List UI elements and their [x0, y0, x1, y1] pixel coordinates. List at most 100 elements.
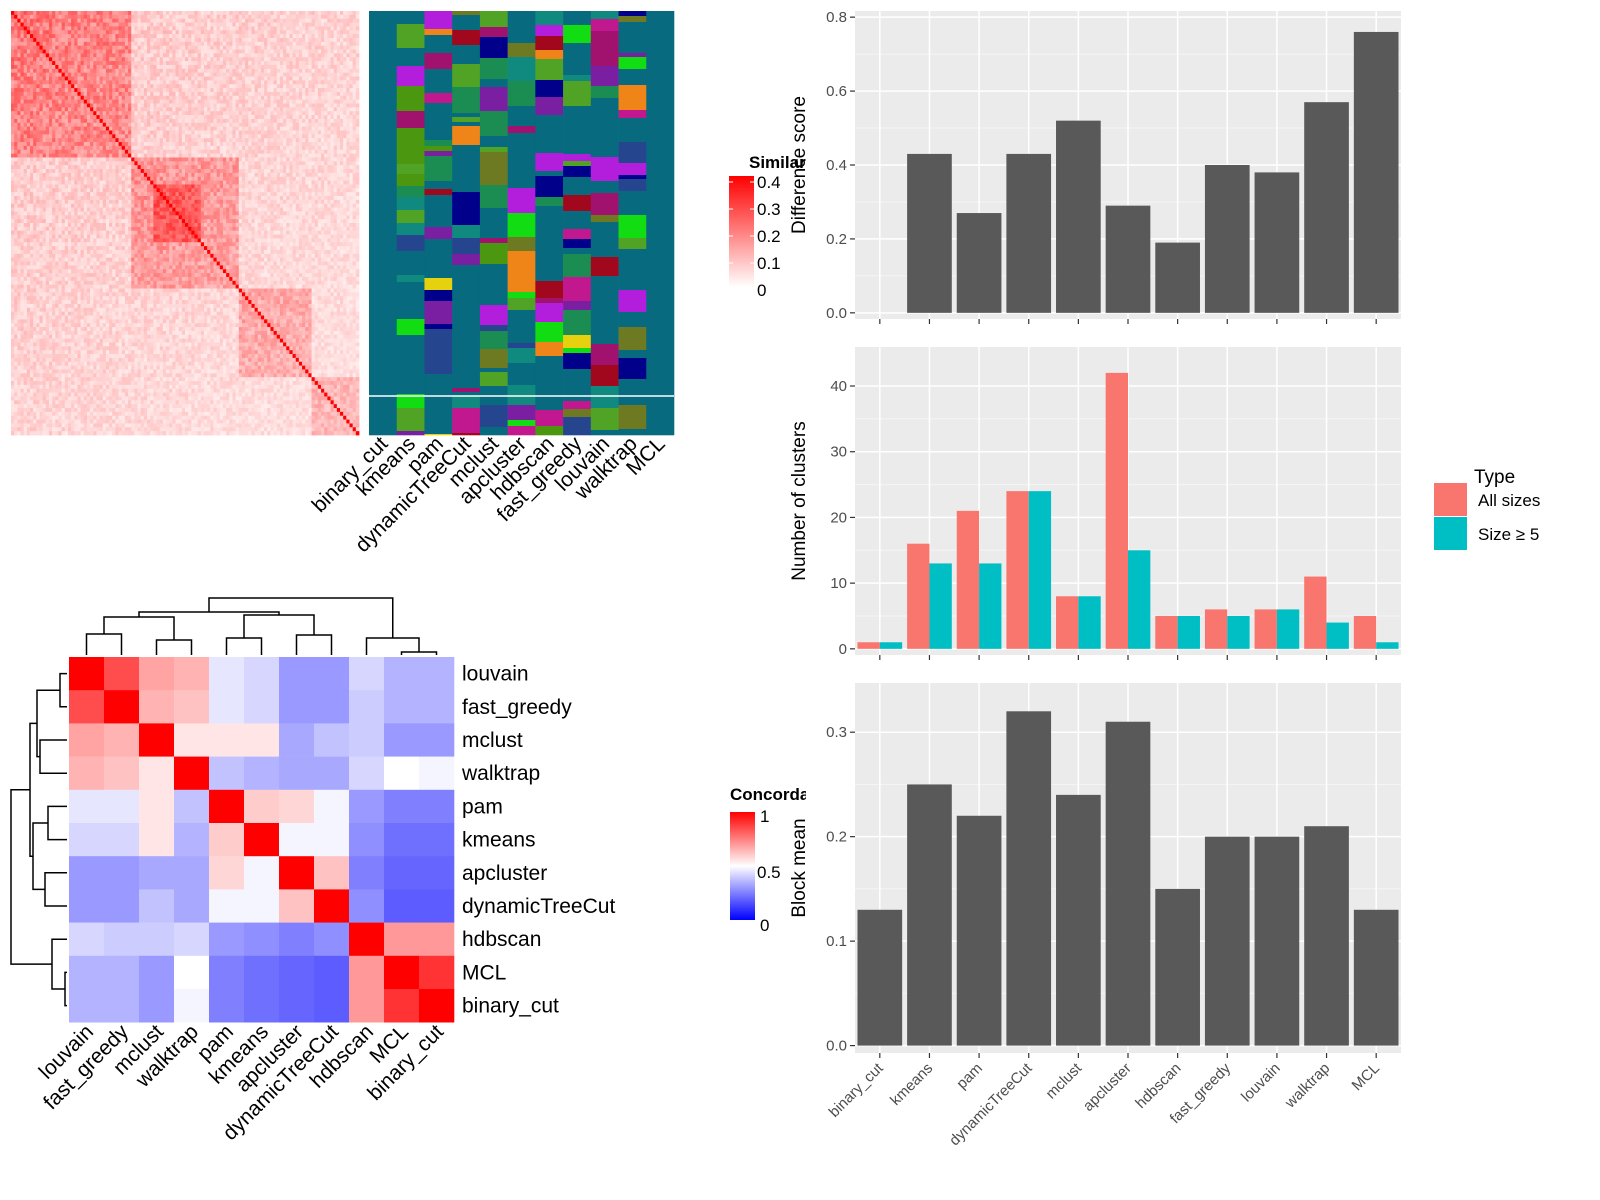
- similarity-cell: [156, 138, 161, 143]
- similarity-cell: [109, 53, 113, 58]
- similarity-cell: [216, 172, 221, 178]
- similarity-cell: [355, 14, 360, 20]
- similarity-cell: [219, 41, 224, 47]
- similarity-cell: [29, 172, 34, 178]
- similarity-cell: [314, 165, 319, 170]
- similarity-cell: [213, 176, 218, 181]
- similarity-cell: [219, 37, 224, 43]
- similarity-cell: [302, 145, 306, 151]
- similarity-cell: [270, 172, 274, 178]
- similarity-cell: [321, 80, 325, 85]
- similarity-cell: [286, 145, 290, 151]
- similarity-cell: [23, 49, 28, 54]
- similarity-cell: [74, 99, 78, 104]
- similarity-cell: [248, 111, 252, 116]
- similarity-cell: [39, 34, 44, 39]
- similarity-cell: [71, 76, 75, 81]
- similarity-cell: [324, 45, 328, 50]
- similarity-cell: [29, 184, 34, 189]
- similarity-cell: [308, 80, 312, 85]
- similarity-cell: [254, 180, 259, 185]
- similarity-cell: [166, 111, 170, 116]
- similarity-cell: [235, 145, 240, 151]
- similarity-cell: [216, 80, 221, 85]
- similarity-cell: [200, 49, 205, 54]
- similarity-cell: [115, 72, 119, 77]
- similarity-cell: [52, 130, 56, 135]
- similarity-cell: [352, 134, 357, 139]
- similarity-cell: [188, 64, 192, 70]
- similarity-cell: [175, 49, 180, 54]
- similarity-cell: [222, 176, 227, 181]
- similarity-cell: [181, 34, 186, 39]
- similarity-cell: [83, 14, 88, 20]
- similarity-cell: [118, 22, 123, 27]
- similarity-cell: [26, 149, 31, 155]
- similarity-cell: [336, 134, 341, 139]
- similarity-cell: [166, 22, 170, 27]
- similarity-cell: [295, 130, 300, 135]
- similarity-cell: [213, 57, 218, 62]
- similarity-cell: [286, 142, 290, 147]
- similarity-cell: [267, 45, 271, 50]
- similarity-cell: [343, 142, 347, 147]
- similarity-cell: [229, 72, 233, 77]
- similarity-cell: [210, 103, 214, 108]
- similarity-cell: [90, 37, 94, 43]
- similarity-cell: [203, 180, 208, 185]
- similarity-cell: [226, 172, 230, 178]
- similarity-cell: [147, 18, 151, 23]
- similarity-cell: [14, 61, 18, 66]
- similarity-cell: [118, 53, 123, 58]
- similarity-cell: [140, 142, 145, 147]
- similarity-cell: [279, 99, 284, 104]
- similarity-cell: [90, 111, 94, 116]
- similarity-cell: [188, 76, 192, 81]
- similarity-cell: [99, 172, 104, 178]
- similarity-cell: [33, 118, 37, 124]
- similarity-cell: [213, 99, 218, 104]
- similarity-cell: [26, 49, 31, 54]
- similarity-cell: [260, 161, 265, 166]
- similarity-cell: [156, 26, 161, 31]
- similarity-cell: [264, 88, 268, 93]
- similarity-cell: [283, 76, 287, 81]
- similarity-cell: [245, 41, 249, 47]
- similarity-cell: [64, 37, 69, 43]
- similarity-cell: [121, 169, 126, 174]
- similarity-cell: [77, 84, 81, 89]
- similarity-cell: [140, 157, 145, 162]
- similarity-cell: [137, 30, 142, 35]
- similarity-cell: [333, 165, 338, 170]
- similarity-cell: [147, 126, 151, 131]
- similarity-cell: [219, 30, 224, 35]
- similarity-cell: [308, 111, 312, 116]
- similarity-cell: [197, 34, 202, 39]
- similarity-cell: [200, 153, 205, 158]
- similarity-cell: [251, 169, 255, 174]
- similarity-cell: [330, 88, 335, 93]
- similarity-cell: [64, 184, 69, 189]
- similarity-cell: [185, 165, 189, 170]
- similarity-cell: [48, 84, 53, 89]
- similarity-cell: [283, 130, 287, 135]
- similarity-cell: [55, 130, 59, 135]
- similarity-cell: [102, 26, 107, 31]
- similarity-cell: [270, 80, 274, 85]
- similarity-cell: [200, 41, 205, 47]
- similarity-cell: [311, 95, 316, 101]
- similarity-cell: [229, 153, 233, 158]
- similarity-cell: [352, 41, 357, 47]
- similarity-cell: [314, 149, 319, 155]
- similarity-cell: [314, 157, 319, 162]
- similarity-cell: [39, 118, 44, 124]
- similarity-cell: [219, 149, 224, 155]
- similarity-cell: [207, 99, 211, 104]
- similarity-cell: [93, 176, 97, 181]
- similarity-cell: [169, 34, 173, 39]
- similarity-cell: [124, 145, 129, 151]
- similarity-cell: [74, 26, 78, 31]
- similarity-cell: [238, 122, 243, 128]
- similarity-cell: [147, 111, 151, 116]
- similarity-cell: [71, 107, 75, 112]
